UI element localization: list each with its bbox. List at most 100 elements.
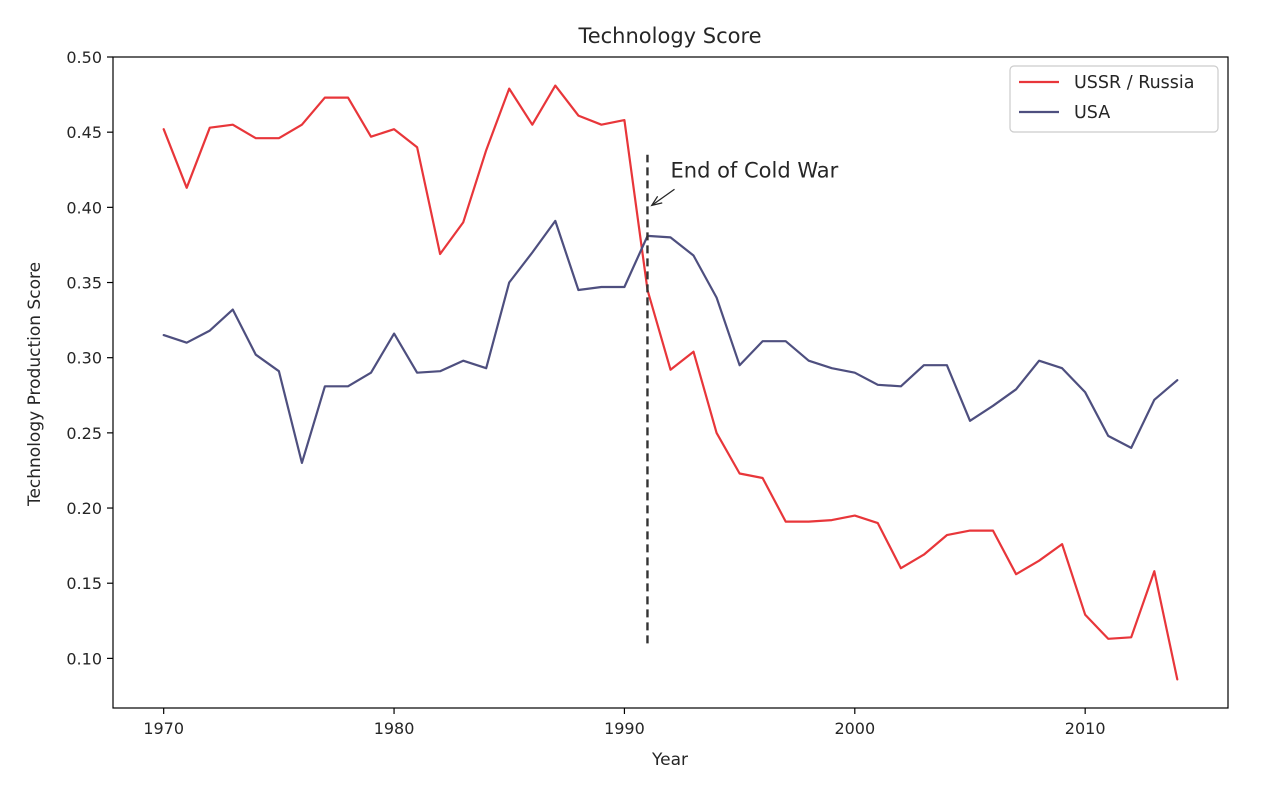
data-point-ussr-russia bbox=[783, 519, 788, 524]
y-tick-label: 0.20 bbox=[66, 499, 102, 518]
y-tick-label: 0.30 bbox=[66, 349, 102, 368]
data-point-ussr-russia bbox=[1129, 635, 1134, 640]
data-point-ussr-russia bbox=[299, 122, 304, 127]
data-point-usa bbox=[1014, 387, 1019, 392]
data-point-usa bbox=[322, 384, 327, 389]
legend-label-usa: USA bbox=[1074, 103, 1110, 123]
data-point-usa bbox=[184, 340, 189, 345]
data-point-usa bbox=[1083, 390, 1088, 395]
data-point-usa bbox=[944, 363, 949, 368]
data-point-usa bbox=[1152, 397, 1157, 402]
data-point-usa bbox=[576, 288, 581, 293]
data-point-usa bbox=[230, 307, 235, 312]
y-tick-label: 0.40 bbox=[66, 198, 102, 217]
data-point-usa bbox=[484, 366, 489, 371]
data-point-usa bbox=[967, 418, 972, 423]
data-point-ussr-russia bbox=[415, 145, 420, 150]
data-point-usa bbox=[991, 403, 996, 408]
data-point-ussr-russia bbox=[691, 349, 696, 354]
data-point-usa bbox=[1106, 433, 1111, 438]
data-point-usa bbox=[438, 369, 443, 374]
data-point-ussr-russia bbox=[875, 521, 880, 526]
data-point-ussr-russia bbox=[1014, 572, 1019, 577]
legend-label-ussr: USSR / Russia bbox=[1074, 73, 1195, 93]
data-point-ussr-russia bbox=[207, 125, 212, 130]
annotation-text: End of Cold War bbox=[671, 158, 839, 182]
data-point-ussr-russia bbox=[1175, 677, 1180, 682]
y-tick-label: 0.35 bbox=[66, 274, 102, 293]
data-point-usa bbox=[691, 253, 696, 258]
data-point-ussr-russia bbox=[230, 122, 235, 127]
x-tick-label: 1990 bbox=[604, 719, 645, 738]
chart-title: Technology Score bbox=[577, 24, 761, 48]
data-point-ussr-russia bbox=[1106, 636, 1111, 641]
data-point-usa bbox=[507, 280, 512, 285]
y-axis-label: Technology Production Score bbox=[25, 262, 45, 507]
data-point-usa bbox=[852, 370, 857, 375]
data-point-usa bbox=[1037, 358, 1042, 363]
data-point-ussr-russia bbox=[829, 518, 834, 523]
data-point-usa bbox=[921, 363, 926, 368]
data-point-usa bbox=[875, 382, 880, 387]
y-tick-label: 0.10 bbox=[66, 649, 102, 668]
data-point-ussr-russia bbox=[507, 86, 512, 91]
data-point-ussr-russia bbox=[1152, 569, 1157, 574]
data-point-ussr-russia bbox=[530, 122, 535, 127]
data-point-ussr-russia bbox=[737, 471, 742, 476]
x-tick-label: 1970 bbox=[143, 719, 184, 738]
data-point-usa bbox=[829, 366, 834, 371]
y-tick-label: 0.50 bbox=[66, 48, 102, 67]
y-tick-label: 0.15 bbox=[66, 574, 102, 593]
plot-area-frame bbox=[112, 56, 1229, 709]
data-point-ussr-russia bbox=[599, 122, 604, 127]
data-point-usa bbox=[253, 352, 258, 357]
annotation-arrow-head bbox=[650, 195, 663, 207]
data-point-usa bbox=[622, 285, 627, 290]
data-point-ussr-russia bbox=[369, 134, 374, 139]
data-point-usa bbox=[161, 333, 166, 338]
data-point-ussr-russia bbox=[484, 148, 489, 153]
data-point-usa bbox=[737, 363, 742, 368]
data-point-ussr-russia bbox=[668, 367, 673, 372]
data-point-usa bbox=[714, 295, 719, 300]
data-point-usa bbox=[1175, 378, 1180, 383]
data-point-ussr-russia bbox=[898, 566, 903, 571]
data-point-usa bbox=[299, 460, 304, 465]
data-point-ussr-russia bbox=[944, 533, 949, 538]
data-point-usa bbox=[1060, 366, 1065, 371]
data-point-ussr-russia bbox=[622, 118, 627, 123]
data-point-usa bbox=[461, 358, 466, 363]
data-point-usa bbox=[392, 331, 397, 336]
data-point-usa bbox=[898, 384, 903, 389]
annotation-arrow-line bbox=[651, 188, 675, 206]
data-point-ussr-russia bbox=[1083, 612, 1088, 617]
data-point-usa bbox=[1129, 445, 1134, 450]
data-point-ussr-russia bbox=[806, 519, 811, 524]
data-point-ussr-russia bbox=[991, 528, 996, 533]
data-point-ussr-russia bbox=[392, 127, 397, 132]
data-point-ussr-russia bbox=[852, 513, 857, 518]
data-point-ussr-russia bbox=[438, 251, 443, 256]
data-point-usa bbox=[415, 370, 420, 375]
data-point-usa bbox=[553, 218, 558, 223]
series-points-usa bbox=[161, 218, 1180, 465]
data-point-ussr-russia bbox=[921, 552, 926, 557]
legend: USSR / Russia USA bbox=[1009, 65, 1219, 133]
data-point-ussr-russia bbox=[161, 127, 166, 132]
data-point-ussr-russia bbox=[276, 136, 281, 141]
data-point-usa bbox=[207, 328, 212, 333]
data-point-usa bbox=[599, 285, 604, 290]
data-point-ussr-russia bbox=[553, 83, 558, 88]
data-point-usa bbox=[760, 339, 765, 344]
data-point-ussr-russia bbox=[714, 430, 719, 435]
data-point-ussr-russia bbox=[184, 185, 189, 190]
x-tick-label: 2000 bbox=[834, 719, 875, 738]
data-point-usa bbox=[345, 384, 350, 389]
x-tick-label: 1980 bbox=[374, 719, 415, 738]
data-point-ussr-russia bbox=[760, 475, 765, 480]
legend-box bbox=[1009, 65, 1219, 133]
x-tick-label: 2010 bbox=[1065, 719, 1106, 738]
y-tick-label: 0.25 bbox=[66, 424, 102, 443]
data-point-usa bbox=[530, 250, 535, 255]
y-tick-label: 0.45 bbox=[66, 123, 102, 142]
